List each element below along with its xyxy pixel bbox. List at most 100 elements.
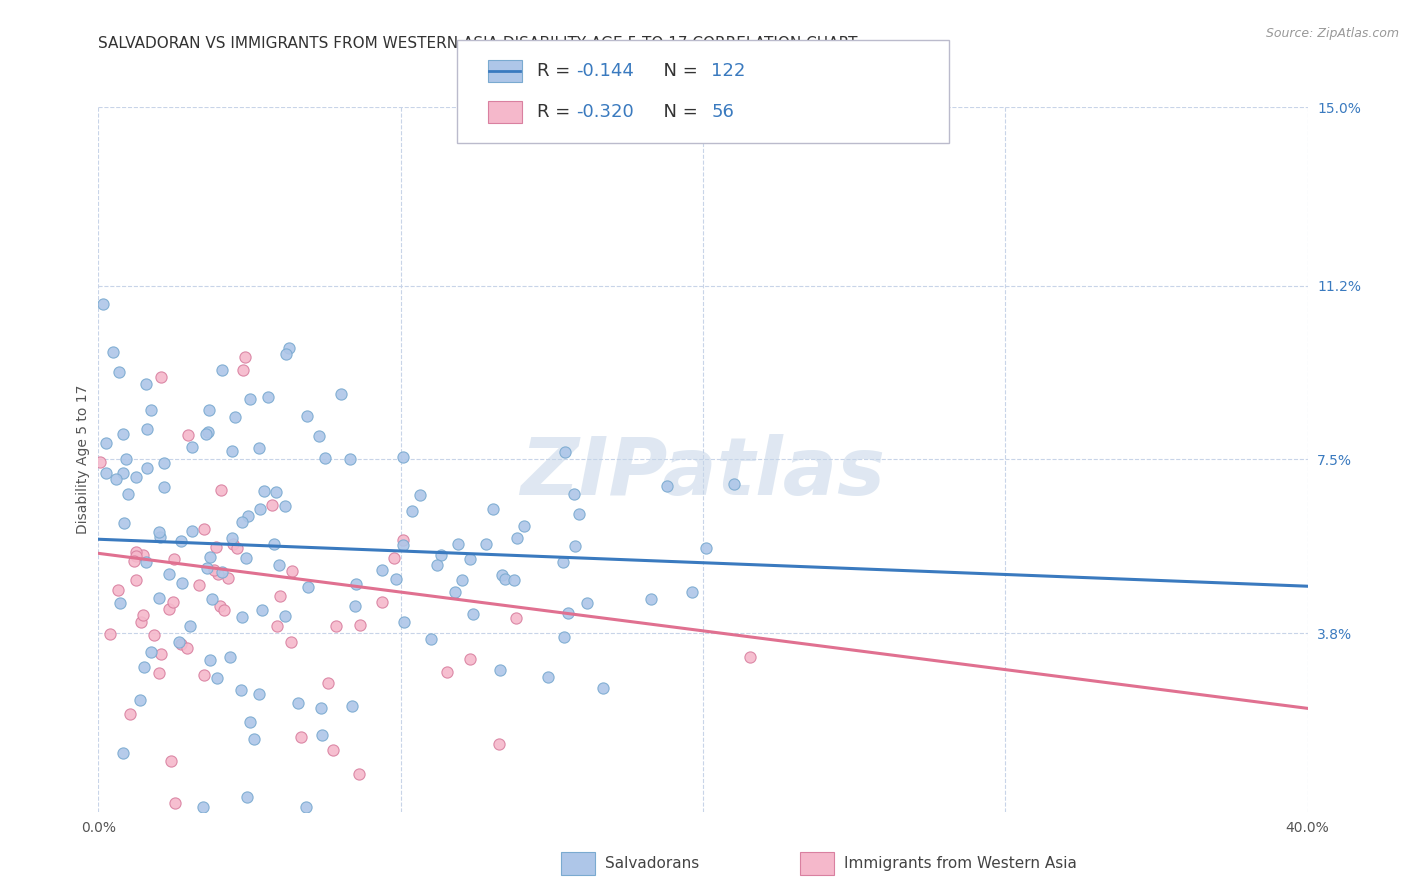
Point — [111, 466, 134, 480]
Point — [385, 572, 408, 586]
Point — [740, 649, 762, 664]
Point — [139, 402, 162, 417]
Point — [576, 596, 599, 610]
Point — [723, 477, 745, 491]
Point — [280, 635, 302, 649]
Point — [309, 701, 332, 715]
Point — [426, 558, 449, 573]
Point — [136, 422, 159, 436]
Point — [157, 566, 180, 581]
Point — [176, 640, 198, 655]
Point — [250, 603, 273, 617]
Point — [239, 714, 262, 729]
Point — [125, 549, 148, 563]
Point — [150, 369, 173, 384]
Point — [553, 631, 575, 645]
Text: 56: 56 — [711, 103, 734, 121]
Point — [180, 440, 202, 454]
Text: Immigrants from Western Asia: Immigrants from Western Asia — [844, 856, 1077, 871]
Point — [564, 539, 586, 553]
Point — [557, 606, 579, 620]
Point — [247, 686, 270, 700]
Point — [157, 601, 180, 615]
Point — [371, 595, 394, 609]
Text: SALVADORAN VS IMMIGRANTS FROM WESTERN ASIA DISABILITY AGE 5 TO 17 CORRELATION CH: SALVADORAN VS IMMIGRANTS FROM WESTERN AS… — [98, 36, 858, 51]
Point — [91, 297, 114, 311]
Point — [201, 591, 224, 606]
Point — [188, 578, 211, 592]
Point — [202, 564, 225, 578]
Point — [460, 652, 482, 666]
Point — [142, 628, 165, 642]
Text: N =: N = — [652, 103, 704, 121]
Point — [269, 589, 291, 603]
Point — [211, 362, 233, 376]
Point — [347, 767, 370, 781]
Point — [139, 645, 162, 659]
Point — [243, 732, 266, 747]
Point — [562, 487, 585, 501]
Point — [165, 796, 187, 810]
Point — [108, 365, 131, 379]
Point — [117, 487, 139, 501]
Point — [135, 377, 157, 392]
Point — [209, 483, 232, 498]
Point — [640, 591, 662, 606]
Text: R =: R = — [537, 62, 576, 79]
Point — [193, 522, 215, 536]
Point — [94, 436, 117, 450]
Point — [290, 731, 312, 745]
Point — [537, 670, 560, 684]
Text: N =: N = — [652, 62, 704, 79]
Point — [135, 555, 157, 569]
Point — [482, 502, 505, 516]
Point — [444, 585, 467, 599]
Point — [118, 706, 141, 721]
Point — [311, 728, 333, 742]
Point — [205, 540, 228, 554]
Point — [344, 577, 367, 591]
Point — [657, 479, 679, 493]
Point — [125, 470, 148, 484]
Point — [191, 800, 214, 814]
Point — [195, 561, 218, 575]
Point — [488, 737, 510, 751]
Point — [392, 450, 415, 464]
Point — [474, 537, 496, 551]
Point — [278, 342, 301, 356]
Point — [463, 607, 485, 622]
Point — [177, 428, 200, 442]
Point — [103, 345, 125, 359]
Point — [224, 410, 246, 425]
Text: ZIPatlas: ZIPatlas — [520, 434, 886, 513]
Point — [111, 746, 134, 760]
Point — [197, 425, 219, 440]
Point — [112, 516, 135, 530]
Point — [260, 498, 283, 512]
Point — [513, 518, 536, 533]
Point — [266, 618, 288, 632]
Point — [401, 504, 423, 518]
Point — [198, 653, 221, 667]
Point — [111, 427, 134, 442]
Point — [211, 565, 233, 579]
Text: Salvadorans: Salvadorans — [605, 856, 699, 871]
Point — [409, 488, 432, 502]
Point — [247, 441, 270, 455]
Point — [132, 608, 155, 623]
Point — [294, 800, 316, 814]
Point — [322, 743, 344, 757]
Point — [207, 671, 229, 685]
Point — [392, 533, 415, 547]
Point — [148, 665, 170, 680]
Text: Source: ZipAtlas.com: Source: ZipAtlas.com — [1265, 27, 1399, 40]
Point — [193, 668, 215, 682]
Point — [124, 545, 146, 559]
Point — [198, 549, 221, 564]
Point — [344, 599, 367, 613]
Point — [392, 615, 415, 629]
Point — [231, 683, 253, 698]
Point — [149, 530, 172, 544]
Point — [197, 403, 219, 417]
Text: -0.320: -0.320 — [576, 103, 634, 121]
